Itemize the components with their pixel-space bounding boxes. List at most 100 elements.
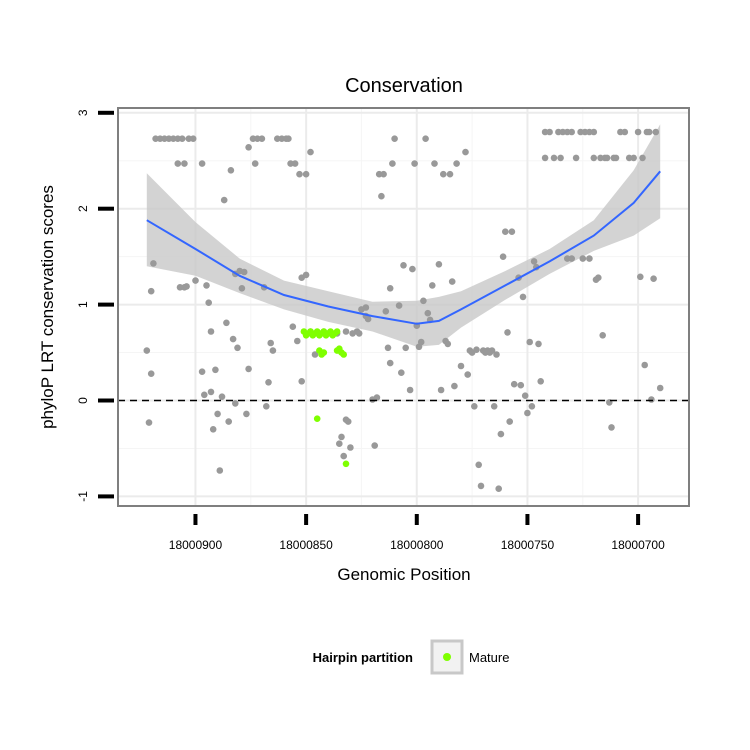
mature-point xyxy=(320,349,328,356)
legend-label-mature: Mature xyxy=(469,650,509,665)
data-point xyxy=(391,135,398,142)
data-point xyxy=(608,424,615,431)
mature-points-layer xyxy=(300,328,350,468)
data-point xyxy=(502,228,509,235)
data-point xyxy=(568,128,575,136)
x-tick-label: 18000750 xyxy=(501,538,555,552)
data-point xyxy=(347,444,354,451)
data-point xyxy=(603,154,611,162)
data-point xyxy=(212,366,219,374)
data-point xyxy=(546,128,553,136)
legend: Hairpin partition Mature xyxy=(313,639,509,675)
data-point xyxy=(477,482,485,490)
data-point xyxy=(420,297,427,305)
data-point xyxy=(234,344,241,352)
mature-point xyxy=(333,328,341,335)
data-point xyxy=(302,271,310,279)
data-point xyxy=(630,154,637,162)
data-point xyxy=(216,467,224,474)
data-point xyxy=(464,371,472,378)
data-point xyxy=(528,403,536,410)
data-point xyxy=(510,380,518,388)
data-point xyxy=(336,440,343,448)
y-tick-label: 3 xyxy=(76,109,90,116)
y-axis-label: phyloP LRT conservation scores xyxy=(38,185,57,429)
data-point xyxy=(424,309,432,317)
x-tick-label: 18000700 xyxy=(611,538,665,552)
data-point xyxy=(506,418,513,425)
data-point xyxy=(457,362,465,370)
data-point xyxy=(386,285,394,292)
data-point xyxy=(431,160,438,167)
data-point xyxy=(595,274,602,282)
data-point xyxy=(192,277,199,284)
data-point xyxy=(178,135,186,142)
data-point xyxy=(307,148,314,156)
data-point xyxy=(373,394,381,401)
mature-point xyxy=(313,415,321,423)
data-point xyxy=(285,135,292,142)
data-point xyxy=(289,323,297,331)
data-point xyxy=(471,403,478,410)
data-point xyxy=(398,369,405,377)
data-point xyxy=(389,160,396,167)
data-point xyxy=(223,319,230,327)
data-point xyxy=(411,160,418,167)
data-point xyxy=(400,262,407,269)
data-point xyxy=(291,160,299,167)
data-point xyxy=(579,255,587,262)
data-point xyxy=(245,365,252,373)
mature-point xyxy=(342,460,350,468)
chart-title: Conservation xyxy=(345,75,463,97)
mature-point xyxy=(340,351,348,358)
data-point xyxy=(214,410,221,418)
data-point xyxy=(296,170,303,178)
data-point xyxy=(440,170,447,178)
data-point xyxy=(294,337,301,345)
data-point xyxy=(490,403,498,410)
data-point xyxy=(550,154,558,162)
data-point xyxy=(402,344,410,352)
y-tick-label: -1 xyxy=(76,491,90,502)
data-point xyxy=(147,287,155,295)
legend-title: Hairpin partition xyxy=(313,650,413,665)
data-point xyxy=(338,433,345,441)
data-point xyxy=(362,304,370,311)
data-point xyxy=(590,154,598,162)
x-tick-label: 18000850 xyxy=(279,538,333,552)
data-point xyxy=(521,392,529,400)
data-point xyxy=(225,418,232,425)
data-point xyxy=(174,160,182,167)
data-point xyxy=(508,228,516,235)
data-point xyxy=(568,255,575,262)
data-point xyxy=(475,461,483,469)
legend-mature-swatch xyxy=(443,653,451,661)
data-point xyxy=(497,430,505,438)
data-point xyxy=(504,329,511,336)
data-point xyxy=(519,293,527,301)
data-point xyxy=(342,328,350,335)
data-point xyxy=(227,167,235,174)
data-point xyxy=(150,260,157,267)
data-point xyxy=(451,382,458,390)
data-point xyxy=(448,278,456,285)
data-point xyxy=(634,128,642,136)
data-point xyxy=(524,409,531,417)
data-point xyxy=(198,160,206,167)
data-point xyxy=(189,135,197,142)
data-point xyxy=(535,340,542,348)
data-point xyxy=(409,265,416,273)
data-point xyxy=(267,339,275,347)
data-point xyxy=(621,128,629,136)
data-point xyxy=(258,135,266,142)
data-point xyxy=(302,170,310,178)
data-point xyxy=(641,361,648,369)
data-point xyxy=(612,154,620,162)
data-point xyxy=(639,154,646,162)
data-point xyxy=(473,346,480,354)
data-point xyxy=(557,154,564,162)
x-tick-label: 18000900 xyxy=(169,538,223,552)
data-point xyxy=(462,148,469,156)
data-point xyxy=(355,330,363,337)
x-tick-label: 18000800 xyxy=(390,538,444,552)
